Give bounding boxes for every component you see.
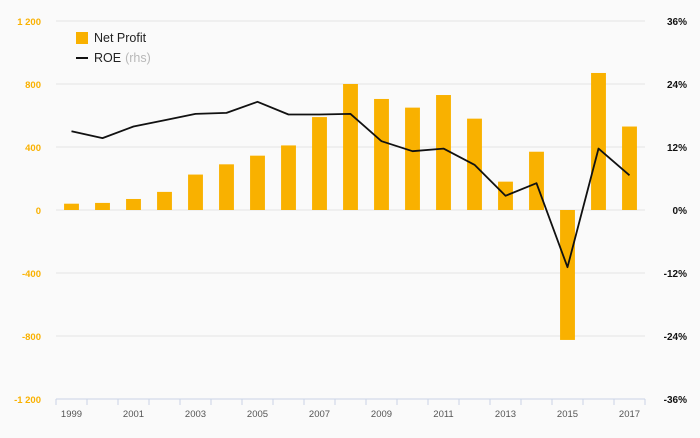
right-axis-tick-label: -24%	[664, 332, 687, 343]
x-axis-tick-label: 2001	[123, 409, 144, 420]
x-axis-tick-label: 2005	[247, 409, 268, 420]
x-axis-tick-label: 2015	[557, 409, 578, 420]
bar-net-profit	[560, 210, 575, 340]
right-axis-tick-label: -36%	[664, 395, 687, 406]
bar-net-profit	[312, 117, 327, 210]
right-axis-tick-label: 12%	[667, 143, 687, 154]
x-axis-tick-label: 2011	[433, 409, 453, 420]
left-axis-tick-label: 400	[25, 143, 41, 154]
bar-net-profit	[405, 107, 420, 210]
right-axis-tick-label: 36%	[667, 17, 687, 28]
bar-net-profit	[529, 151, 544, 210]
legend-item-net-profit: Net Profit	[76, 28, 151, 48]
x-axis-tick-label: 1999	[61, 409, 82, 420]
right-axis-tick-label: 24%	[667, 80, 687, 91]
line-roe	[71, 100, 631, 269]
x-axis-tick-label: 2003	[185, 409, 206, 420]
bar-net-profit	[126, 198, 141, 210]
x-axis-tick-label: 2007	[309, 409, 330, 420]
bar-net-profit	[281, 145, 296, 210]
legend-label-net-profit: Net Profit	[94, 31, 147, 45]
x-axis-tick-label: 2017	[619, 409, 640, 420]
bar-net-profit	[622, 126, 637, 210]
bar-net-profit	[343, 84, 358, 210]
left-axis-tick-label: -400	[22, 269, 41, 280]
legend-label-roe-suffix: (rhs)	[125, 51, 151, 65]
left-axis-tick-label: 800	[25, 80, 41, 91]
legend-swatch-line	[76, 57, 88, 59]
bar-net-profit	[591, 72, 606, 210]
bar-net-profit	[188, 174, 203, 210]
right-axis-tick-label: 0%	[673, 206, 688, 217]
bar-net-profit	[219, 164, 234, 210]
left-axis-tick-label: -800	[22, 332, 41, 343]
left-axis-tick-label: -1 200	[14, 395, 41, 406]
bar-net-profit	[436, 95, 451, 210]
legend-label-roe: ROE	[94, 51, 122, 65]
left-axis-tick-label: 1 200	[17, 17, 41, 28]
bar-net-profit	[95, 202, 110, 210]
bar-net-profit	[250, 155, 265, 210]
left-axis-tick-label: 0	[36, 206, 41, 217]
legend-item-roe: ROE (rhs)	[76, 48, 151, 68]
x-axis-tick-label: 2009	[371, 409, 392, 420]
bar-net-profit	[64, 203, 79, 210]
bar-net-profit	[157, 191, 172, 210]
legend-swatch-bar	[76, 32, 88, 44]
x-axis-tick-label: 2013	[495, 409, 516, 420]
right-axis-tick-label: -12%	[664, 269, 687, 280]
legend: Net Profit ROE (rhs)	[76, 28, 151, 68]
bar-net-profit	[374, 98, 389, 210]
